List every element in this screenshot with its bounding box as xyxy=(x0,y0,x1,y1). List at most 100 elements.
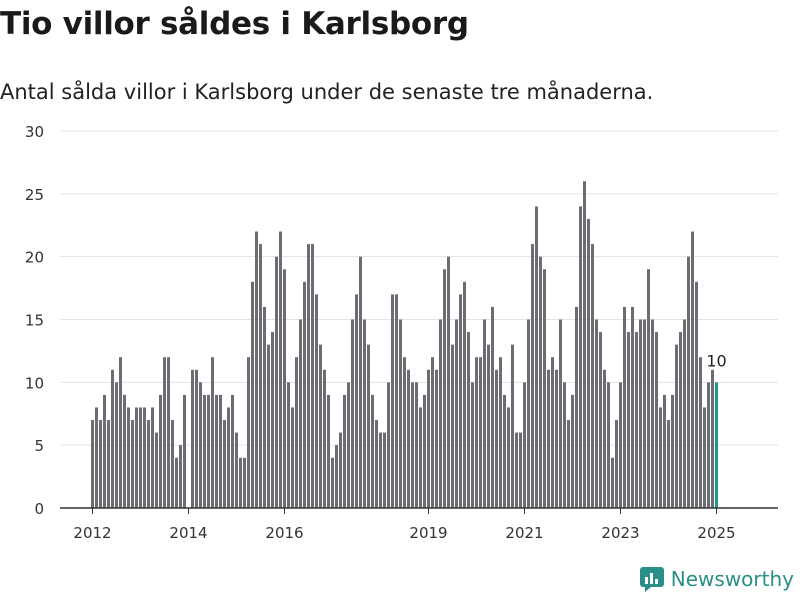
bar xyxy=(427,369,430,508)
bar xyxy=(175,457,178,508)
bar xyxy=(239,457,242,508)
bar xyxy=(711,369,714,508)
bar xyxy=(399,319,402,508)
bar xyxy=(351,319,354,508)
bar xyxy=(539,256,542,508)
x-tick-label: 2025 xyxy=(697,524,735,542)
bar xyxy=(703,407,706,508)
bar xyxy=(159,394,162,508)
bar xyxy=(279,231,282,509)
chart-title: Tio villor såldes i Karlsborg xyxy=(0,6,469,42)
bar xyxy=(259,244,262,508)
bar xyxy=(415,382,418,508)
bar xyxy=(507,407,510,508)
y-tick-label: 10 xyxy=(25,374,44,392)
bar xyxy=(291,407,294,508)
bar xyxy=(311,244,314,508)
bar xyxy=(223,420,226,508)
bar xyxy=(363,319,366,508)
bar xyxy=(255,231,258,509)
bar xyxy=(267,344,270,508)
bar xyxy=(171,420,174,508)
bar xyxy=(199,382,202,508)
bar xyxy=(379,432,382,508)
bar xyxy=(107,420,110,508)
bar xyxy=(403,357,406,508)
bar xyxy=(183,394,186,508)
bar xyxy=(603,369,606,508)
bar xyxy=(571,394,574,508)
bar xyxy=(503,394,506,508)
bar xyxy=(635,332,638,508)
bar xyxy=(459,294,462,508)
bar xyxy=(587,218,590,508)
bar xyxy=(327,394,330,508)
x-tick-label: 2012 xyxy=(73,524,111,542)
y-tick-label: 0 xyxy=(34,500,44,518)
bar xyxy=(471,382,474,508)
bar xyxy=(219,394,222,508)
bar xyxy=(235,432,238,508)
brand-name: Newsworthy xyxy=(670,567,794,591)
newsworthy-logo-icon xyxy=(639,567,664,592)
bar xyxy=(623,306,626,508)
newsworthy-brand[interactable]: Newsworthy xyxy=(639,566,794,592)
bar xyxy=(91,420,94,508)
bar xyxy=(299,319,302,508)
bar xyxy=(627,332,630,508)
bar xyxy=(423,394,426,508)
bar xyxy=(691,231,694,509)
bar xyxy=(215,394,218,508)
bar xyxy=(447,256,450,508)
bar xyxy=(435,369,438,508)
bar xyxy=(475,357,478,508)
bar xyxy=(559,319,562,508)
bar xyxy=(591,244,594,508)
bar xyxy=(611,457,614,508)
bar xyxy=(643,319,646,508)
bar xyxy=(555,369,558,508)
bar xyxy=(163,357,166,508)
bar xyxy=(563,382,566,508)
bar xyxy=(675,344,678,508)
bar xyxy=(275,256,278,508)
bar xyxy=(407,369,410,508)
bar xyxy=(551,357,554,508)
bar xyxy=(655,332,658,508)
bar xyxy=(467,332,470,508)
bar xyxy=(195,369,198,508)
bar xyxy=(331,457,334,508)
bar xyxy=(495,369,498,508)
bar xyxy=(103,394,106,508)
bar xyxy=(639,319,642,508)
bar xyxy=(319,344,322,508)
bar xyxy=(479,357,482,508)
bar xyxy=(271,332,274,508)
x-tick-label: 2019 xyxy=(409,524,447,542)
bar xyxy=(519,432,522,508)
bar xyxy=(283,269,286,508)
bar xyxy=(147,420,150,508)
bar xyxy=(699,357,702,508)
bar xyxy=(111,369,114,508)
bar xyxy=(531,244,534,508)
bar xyxy=(707,382,710,508)
bar xyxy=(355,294,358,508)
bar xyxy=(439,319,442,508)
bar xyxy=(523,382,526,508)
bar xyxy=(595,319,598,508)
bar xyxy=(315,294,318,508)
bar xyxy=(383,432,386,508)
bar xyxy=(395,294,398,508)
bar xyxy=(343,394,346,508)
bar xyxy=(115,382,118,508)
bar xyxy=(387,382,390,508)
bar xyxy=(139,407,142,508)
bar xyxy=(575,306,578,508)
bar xyxy=(599,332,602,508)
bar xyxy=(303,281,306,508)
bar xyxy=(679,332,682,508)
bar xyxy=(695,281,698,508)
bar xyxy=(167,357,170,508)
